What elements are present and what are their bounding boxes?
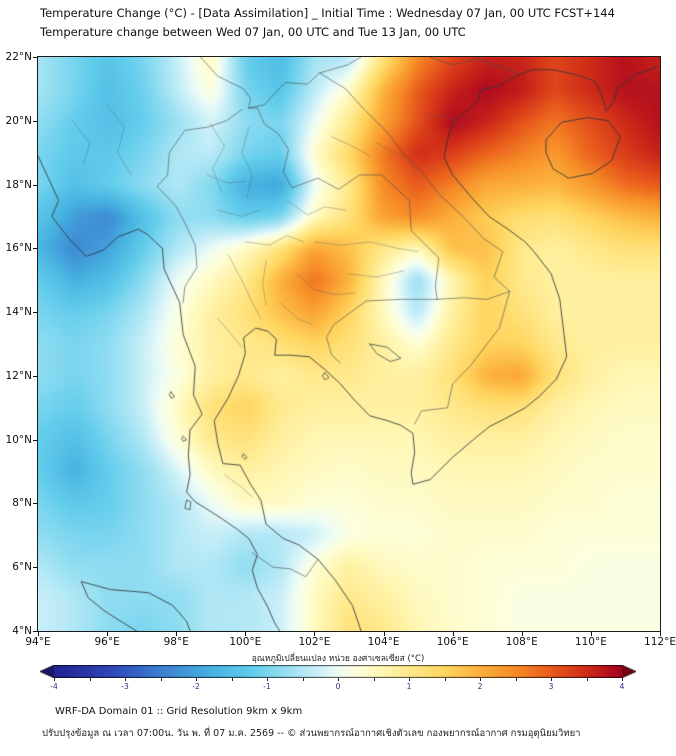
lon-tick-mark [245, 632, 246, 636]
lat-tick-mark [33, 631, 37, 632]
colorbar-tick-mark [161, 678, 162, 681]
lon-tick-label: 96°E [94, 636, 120, 648]
colorbar-tick-label: 1 [406, 682, 412, 691]
colorbar-tick-label: -2 [192, 682, 200, 691]
colorbar-tick-mark [445, 678, 446, 681]
lat-tick-label: 22°N [5, 51, 32, 63]
lat-tick-mark [33, 440, 37, 441]
lat-tick-mark [33, 57, 37, 58]
map-plot-area [37, 56, 661, 632]
footer-domain-info: WRF-DA Domain 01 :: Grid Resolution 9km … [55, 706, 303, 717]
lat-tick-mark [33, 185, 37, 186]
colorbar-tick-label: 2 [477, 682, 483, 691]
colorbar-tick-mark [303, 678, 304, 681]
lon-tick-label: 94°E [25, 636, 51, 648]
colorbar-tick-label: -3 [121, 682, 129, 691]
lat-tick-mark [33, 121, 37, 122]
lon-tick-label: 102°E [298, 636, 331, 648]
lon-tick-mark [314, 632, 315, 636]
colorbar-tick-mark [516, 678, 517, 681]
colorbar-tick-mark [374, 678, 375, 681]
lon-tick-label: 110°E [574, 636, 607, 648]
colorbar-tick-mark [622, 678, 623, 681]
lat-tick-mark [33, 312, 37, 313]
lat-tick-label: 20°N [5, 114, 32, 127]
lon-tick-label: 100°E [229, 636, 262, 648]
lat-tick-mark [33, 503, 37, 504]
lat-tick-mark [33, 248, 37, 249]
lat-tick-label: 16°N [5, 242, 32, 255]
lat-tick-label: 6°N [12, 561, 32, 574]
lon-tick-mark [107, 632, 108, 636]
colorbar-tick-mark [267, 678, 268, 681]
lon-tick-mark [38, 632, 39, 636]
lat-tick-mark [33, 376, 37, 377]
colorbar-tick-mark [587, 678, 588, 681]
colorbar-tick-label: 3 [548, 682, 554, 691]
lon-tick-mark [591, 632, 592, 636]
colorbar-tick-label: -1 [263, 682, 271, 691]
colorbar-tick-label: -4 [50, 682, 58, 691]
lat-tick-label: 18°N [5, 178, 32, 191]
colorbar-tick-label: 4 [619, 682, 625, 691]
footer-update-info: ปรับปรุงข้อมูล ณ เวลา 07:00น. วัน พ. ที่… [42, 728, 581, 739]
page-subtitle: Temperature change between Wed 07 Jan, 0… [40, 25, 466, 39]
colorbar-tick-mark [480, 678, 481, 681]
colorbar-tick-mark [196, 678, 197, 681]
lon-tick-mark [176, 632, 177, 636]
lat-tick-mark [33, 567, 37, 568]
lon-tick-label: 106°E [436, 636, 469, 648]
colorbar-tick-label: 0 [335, 682, 341, 691]
temperature-field-canvas [38, 57, 660, 631]
lat-tick-label: 10°N [5, 433, 32, 446]
lon-tick-mark [660, 632, 661, 636]
lat-tick-label: 14°N [5, 306, 32, 319]
colorbar-tick-mark [551, 678, 552, 681]
lon-tick-label: 98°E [163, 636, 189, 648]
colorbar-tick-mark [90, 678, 91, 681]
colorbar-title: อุณหภูมิเปลี่ยนแปลง หน่วย องศาเซลเซียส (… [251, 654, 425, 664]
lon-tick-label: 112°E [644, 636, 676, 648]
lon-tick-label: 104°E [367, 636, 400, 648]
lat-tick-label: 4°N [12, 625, 32, 637]
colorbar-tick-mark [338, 678, 339, 681]
lat-tick-label: 8°N [12, 497, 32, 510]
lon-tick-mark [522, 632, 523, 636]
lon-tick-mark [384, 632, 385, 636]
page-title: Temperature Change (°C) - [Data Assimila… [40, 6, 615, 20]
colorbar-tick-mark [54, 678, 55, 681]
colorbar-tick-mark [409, 678, 410, 681]
colorbar-tick-mark [232, 678, 233, 681]
lat-tick-label: 12°N [5, 369, 32, 382]
colorbar-canvas [40, 665, 636, 678]
colorbar-tick-mark [125, 678, 126, 681]
lon-tick-label: 108°E [505, 636, 538, 648]
lon-tick-mark [453, 632, 454, 636]
